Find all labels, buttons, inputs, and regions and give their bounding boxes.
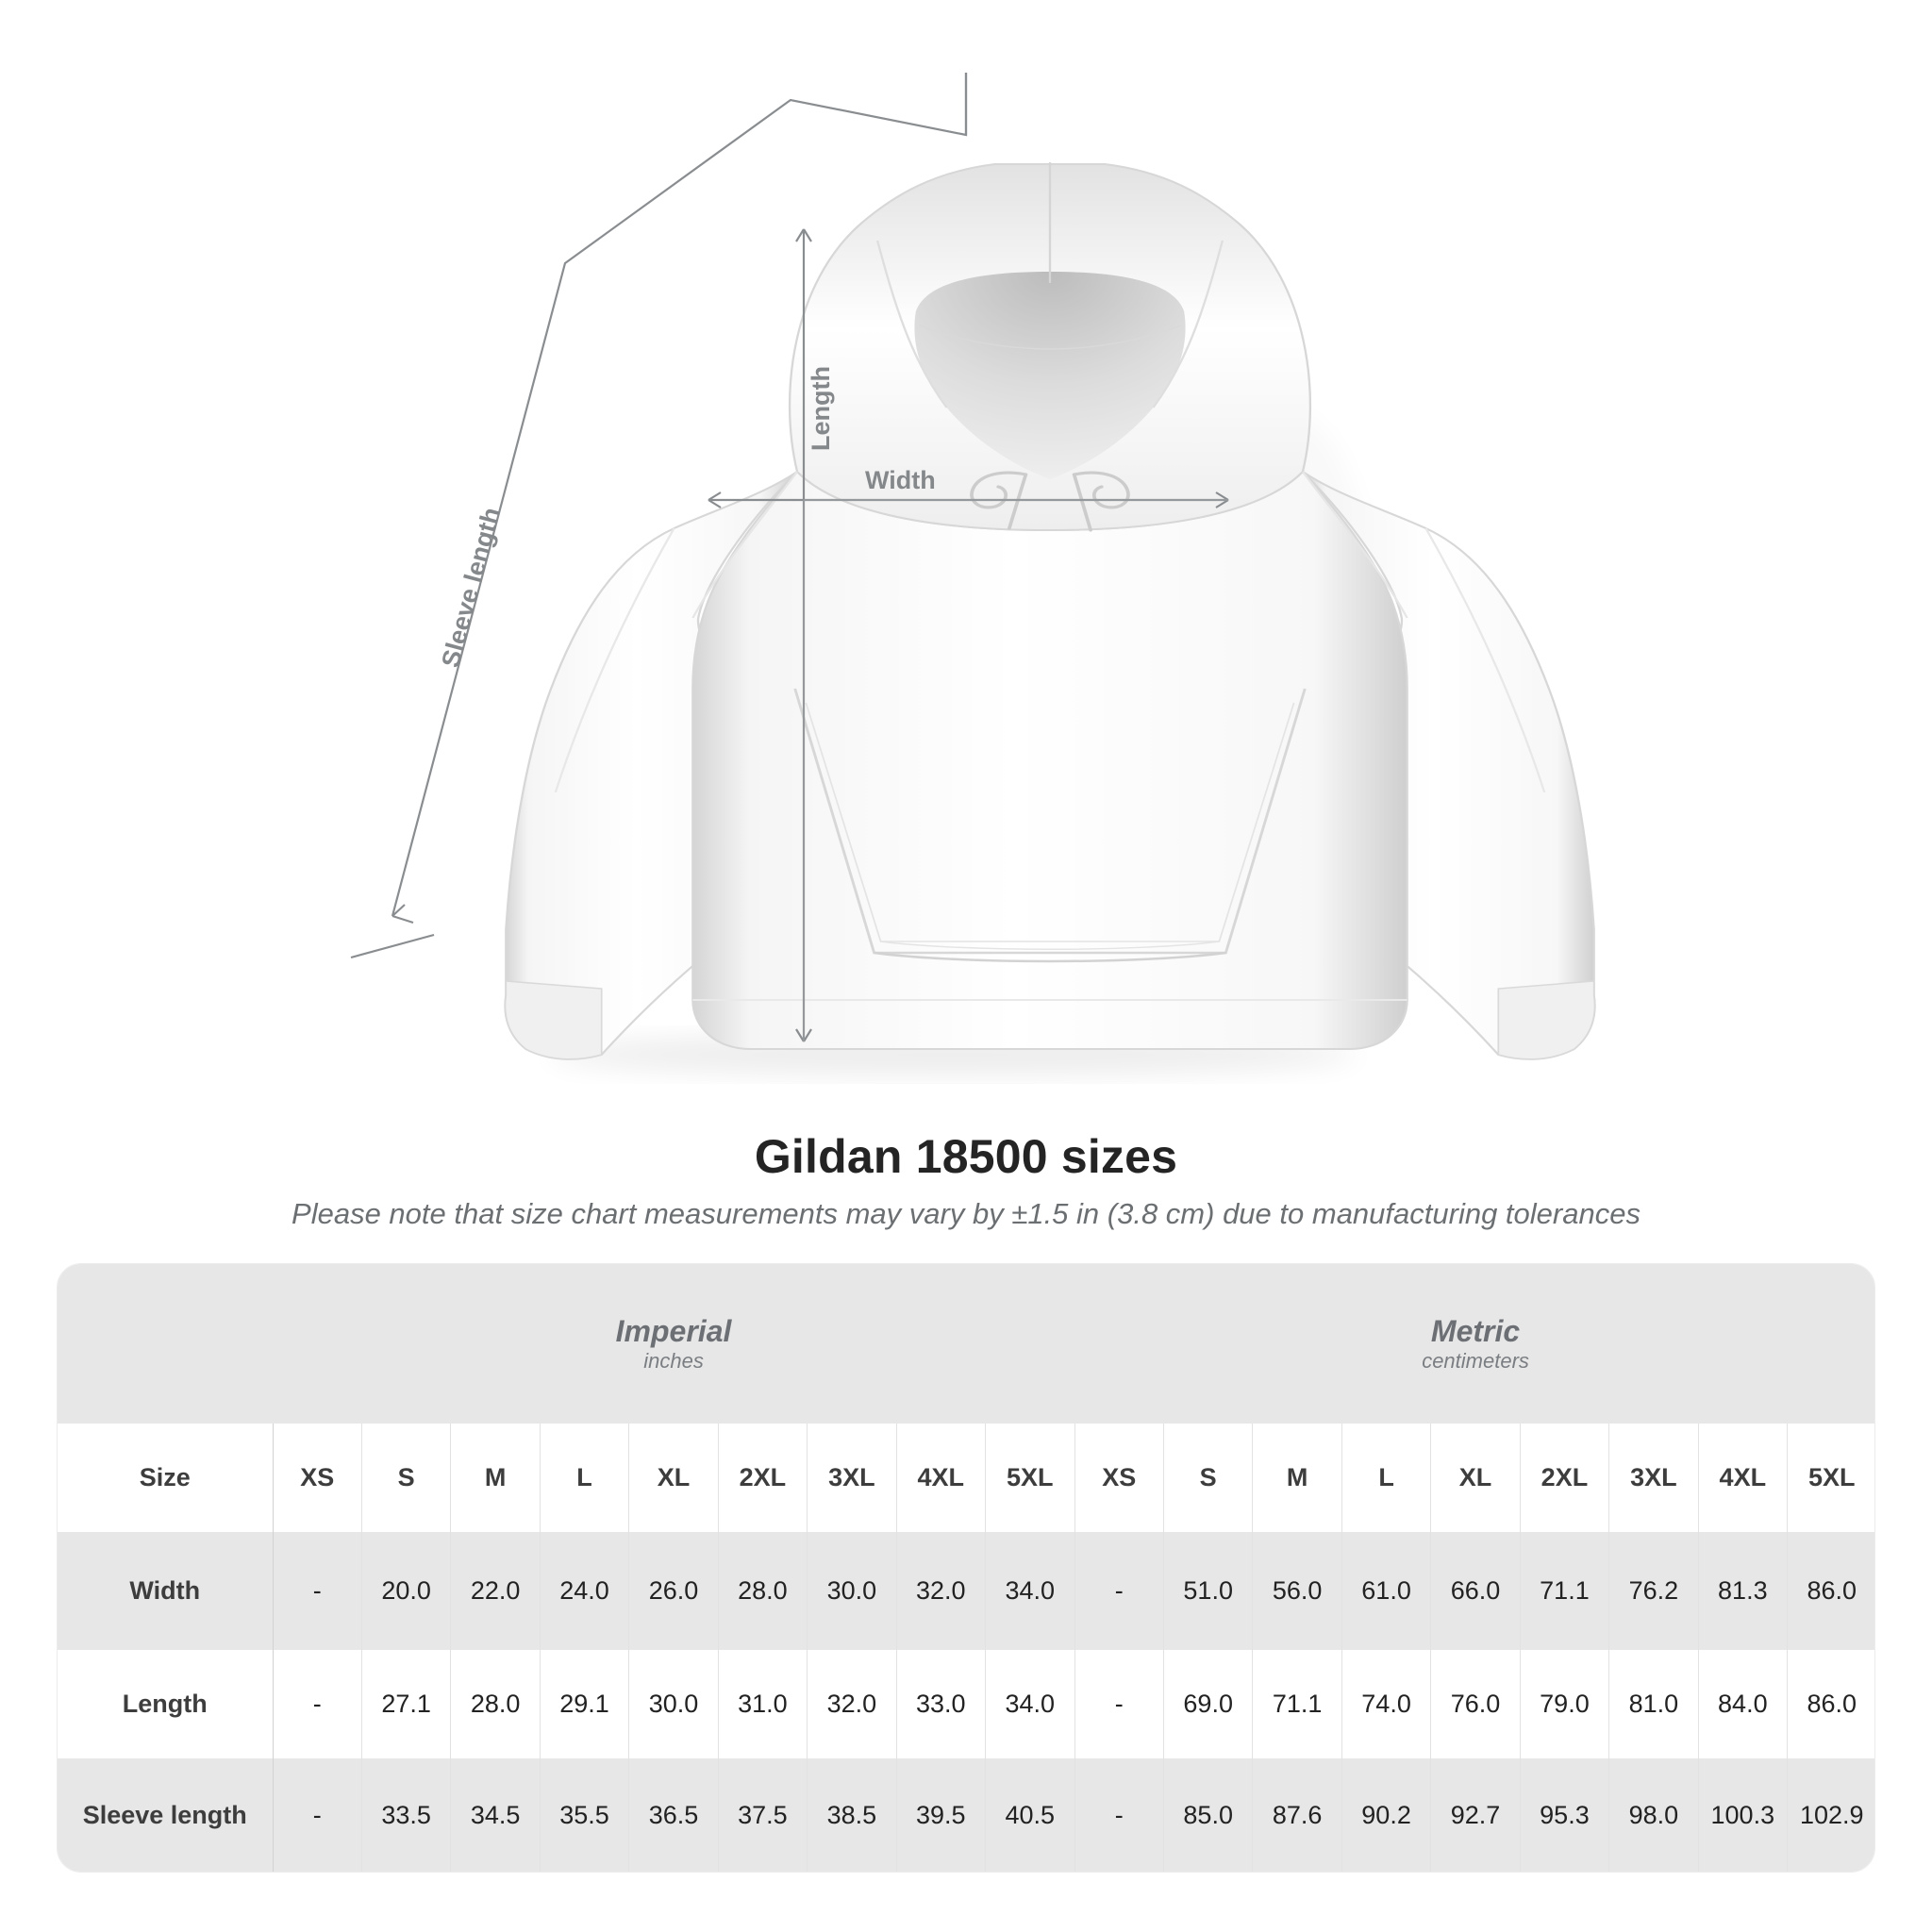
svg-text:Width: Width [865, 466, 936, 494]
svg-text:Sleeve length: Sleeve length [436, 505, 506, 671]
svg-text:Length: Length [807, 366, 835, 451]
